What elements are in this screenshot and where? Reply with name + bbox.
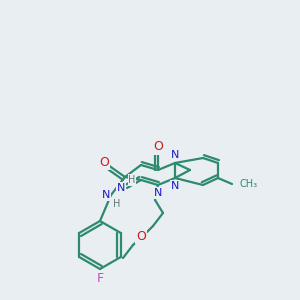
- Text: N: N: [102, 190, 110, 200]
- Text: O: O: [136, 230, 146, 242]
- Text: O: O: [99, 155, 109, 169]
- Text: N: N: [171, 150, 179, 160]
- Text: O: O: [153, 140, 163, 154]
- Text: H: H: [128, 175, 136, 185]
- Text: H: H: [113, 199, 121, 209]
- Text: N: N: [154, 188, 162, 198]
- Text: F: F: [96, 272, 103, 284]
- Text: N: N: [171, 181, 179, 191]
- Text: N: N: [117, 183, 125, 193]
- Text: CH₃: CH₃: [240, 179, 258, 189]
